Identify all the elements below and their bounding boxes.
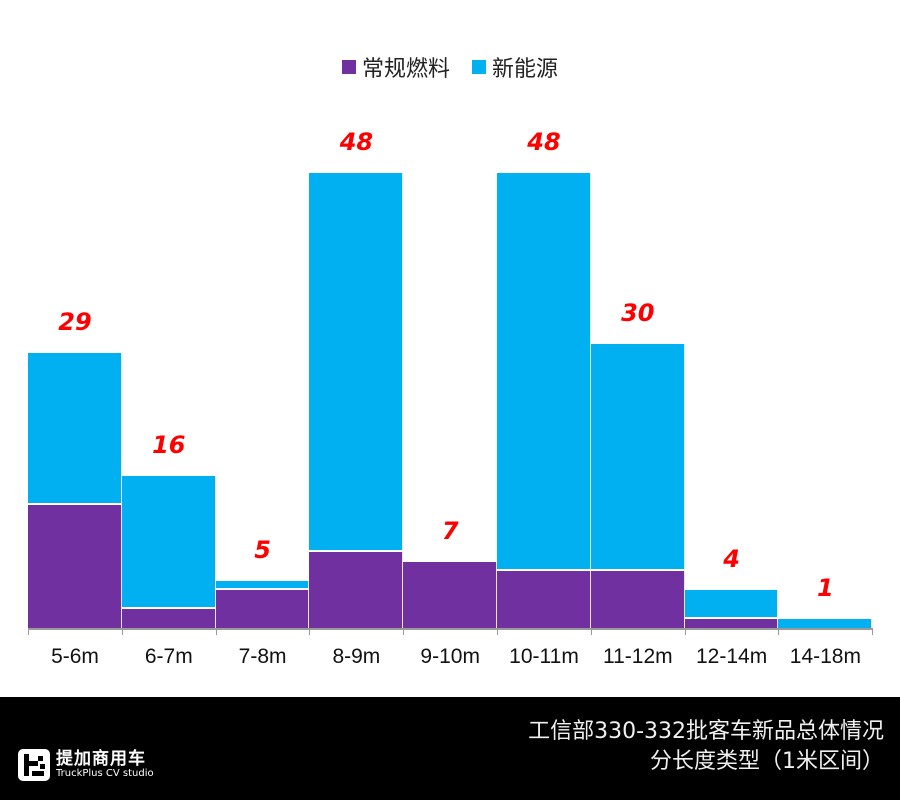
- x-tick: [497, 628, 498, 635]
- bar-segment-conventional: [121, 609, 216, 628]
- x-tick: [590, 628, 592, 635]
- bar-12-14m: [684, 590, 779, 628]
- x-tick: [121, 628, 123, 635]
- x-tick-label: 7-8m: [238, 645, 287, 668]
- bar-6-7m: [121, 476, 216, 628]
- x-tick-label: 5-6m: [51, 645, 99, 668]
- bar-8-9m: [309, 172, 404, 628]
- chart-title-line1: 工信部330-332批客车新品总体情况: [528, 719, 884, 744]
- bar-segment-nev: [215, 580, 310, 591]
- x-tick: [872, 628, 874, 635]
- total-value-label: 5: [254, 535, 271, 564]
- bar-segment-nev: [684, 590, 779, 619]
- x-tick-label: 12-14m: [695, 645, 768, 668]
- total-value-label: 1: [817, 573, 834, 602]
- logo-icon: [18, 749, 50, 781]
- bar-7-8m: [215, 580, 310, 628]
- bar-segment-conventional: [215, 590, 310, 628]
- x-tick: [309, 628, 311, 635]
- x-tick: [215, 628, 217, 635]
- x-tick-label: 8-9m: [332, 645, 381, 668]
- legend-swatch-conventional: [341, 60, 356, 74]
- bar-segment-nev: [590, 343, 685, 572]
- total-value-label: 48: [339, 127, 374, 156]
- total-value-label: 30: [621, 298, 655, 327]
- logo-text-en: TruckPlus CV studio: [56, 768, 154, 779]
- bar-segment-nev: [28, 353, 122, 505]
- total-value-label: 29: [58, 308, 92, 337]
- legend-label-nev: 新能源: [492, 57, 559, 82]
- bar-10-11m: [497, 172, 591, 628]
- x-tick: [28, 628, 29, 635]
- footer-banner: 提加商用车 TruckPlus CV studio 工信部330-332批客车新…: [0, 697, 900, 800]
- total-value-label: 48: [527, 127, 561, 156]
- chart-legend: 常规燃料 新能源: [0, 51, 900, 83]
- total-value-label: 16: [152, 431, 186, 460]
- chart-title-line2: 分长度类型（1米区间）: [650, 749, 884, 774]
- x-tick: [403, 628, 405, 635]
- bar-segment-nev: [309, 172, 404, 553]
- bar-segment-conventional: [403, 561, 497, 628]
- bar-5-6m: [28, 353, 122, 628]
- x-tick-label: 10-11m: [509, 645, 579, 668]
- total-value-label: 4: [723, 545, 740, 574]
- bar-14-18m: [778, 618, 873, 628]
- logo-text-cn: 提加商用车: [56, 749, 146, 769]
- x-tick-label: 6-7m: [144, 645, 193, 668]
- chart-title: 工信部330-332批客车新品总体情况 分长度类型（1米区间）: [528, 717, 884, 777]
- legend-item-conventional: 常规燃料: [341, 51, 450, 83]
- total-value-label: 7: [441, 516, 459, 545]
- bar-segment-conventional: [684, 618, 779, 628]
- bar-segment-conventional: [28, 504, 122, 628]
- bar-9-10m: [403, 561, 497, 628]
- x-tick-label: 9-10m: [420, 645, 480, 668]
- legend-swatch-nev: [472, 60, 486, 74]
- bar-segment-nev: [497, 172, 591, 572]
- legend-item-nev: 新能源: [472, 51, 558, 83]
- brand-logo: 提加商用车 TruckPlus CV studio: [18, 749, 154, 781]
- chart-plot-area: 29 5-6m 16 6-7m 5 7-8m 48 8-9m 7 9-10m 48 10-11m 30 1…: [28, 127, 874, 668]
- x-tick-label: 14-18m: [789, 645, 861, 668]
- x-axis: [28, 628, 872, 630]
- x-tick: [778, 628, 780, 635]
- bar-segment-conventional: [309, 552, 404, 628]
- bar-segment-nev: [778, 618, 873, 628]
- x-tick: [684, 628, 686, 635]
- x-tick-label: 11-12m: [602, 645, 673, 668]
- legend-label-conventional: 常规燃料: [361, 57, 450, 82]
- bar-segment-nev: [121, 476, 216, 610]
- bar-11-12m: [590, 343, 685, 628]
- bar-segment-conventional: [590, 571, 685, 628]
- bar-segment-conventional: [497, 571, 591, 628]
